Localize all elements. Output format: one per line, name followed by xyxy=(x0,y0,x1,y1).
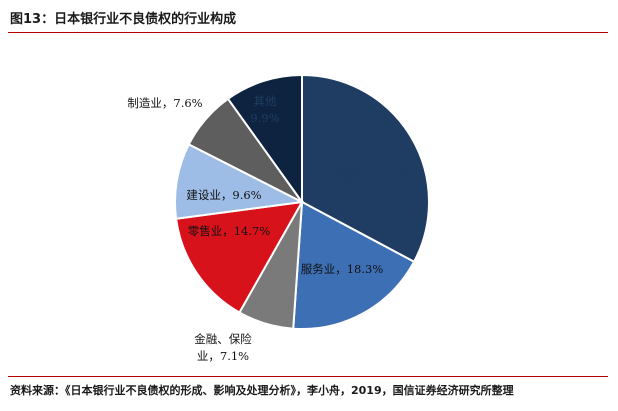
pie-label-7: 其他 9.9% xyxy=(250,94,279,125)
pie-slice-4 xyxy=(174,200,304,314)
pie-slice-7 xyxy=(226,73,303,206)
pie-label-4: 零售业，14.7% xyxy=(188,224,271,238)
pie-slice-5 xyxy=(173,142,306,220)
pie-label-1: 不动产，32.8% xyxy=(332,169,415,183)
title-divider xyxy=(8,32,608,33)
pie-label-3: 金融、保险业，7.1% xyxy=(194,332,252,363)
source-note: 资料来源：《日本银行业不良债权的形成、影响及处理分析》，李小舟，2019，国信证… xyxy=(10,384,514,397)
pie-slice-2 xyxy=(292,200,416,331)
pie-slice-1 xyxy=(301,73,430,264)
pie-label-6: 制造业，7.6% xyxy=(127,96,202,110)
pie-label-2: 服务业，18.3% xyxy=(301,262,384,276)
pie-label-5: 建设业，9.6% xyxy=(186,188,261,202)
chart-title: 图13：日本银行业不良债权的行业构成 xyxy=(10,12,237,27)
source-divider xyxy=(8,376,608,377)
